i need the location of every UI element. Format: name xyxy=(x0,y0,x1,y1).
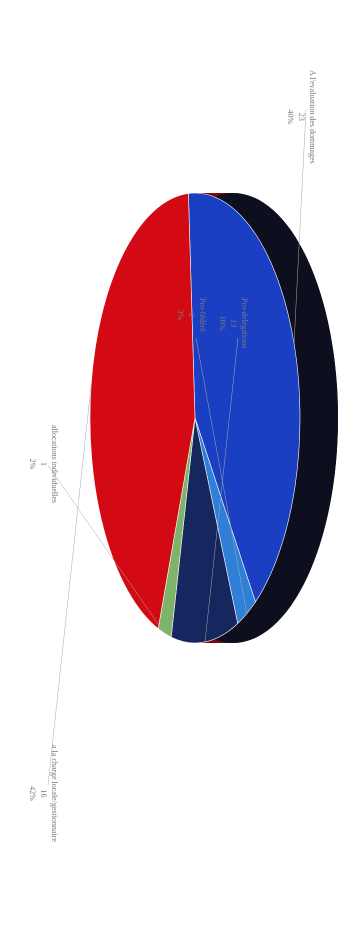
slice-label-2-label: Pro-delegations xyxy=(240,298,249,349)
slice-label-0-count: 23 xyxy=(297,112,306,121)
slice-label-4-count: 16 xyxy=(39,789,48,798)
leader-lines xyxy=(47,109,307,786)
leader-line-3 xyxy=(47,464,165,634)
pie-slice-2 xyxy=(170,417,239,644)
leader-line-0 xyxy=(293,109,307,344)
pie-top xyxy=(89,192,301,644)
slice-label-2-percent: 10% xyxy=(218,315,227,331)
slice-label-4-percent: 42% xyxy=(28,786,37,801)
slice-label-2-count: 13 xyxy=(229,319,238,328)
slice-label-3-count: 1 xyxy=(39,461,48,466)
slice-label-3: allocations individuelles 1 2% xyxy=(27,425,60,503)
slice-label-1-label: Pro-fédéré xyxy=(198,298,207,332)
leader-line-4 xyxy=(47,384,92,786)
slice-label-3-label: allocations individuelles xyxy=(50,425,59,503)
slice-label-4: a la charge locale/gestionnaire 16 42% xyxy=(27,745,60,842)
slice-label-2: Pro-delegations 13 10% xyxy=(217,298,250,348)
slice-label-4-label: a la charge locale/gestionnaire xyxy=(50,745,59,842)
leader-line-2 xyxy=(204,337,239,643)
slice-label-1: Pro-fédéré 2 3% xyxy=(175,298,208,332)
pie-slice-0 xyxy=(188,192,301,603)
leader-line-1 xyxy=(195,337,248,614)
slice-label-0-label: A l'evaluation des dommages xyxy=(308,70,317,164)
slice-label-0-percent: 40% xyxy=(286,109,295,125)
slice-label-1-percent: 3% xyxy=(176,309,185,321)
slice-label-1-count: 2 xyxy=(187,312,196,317)
slice-label-3-percent: 2% xyxy=(28,458,37,470)
slice-label-0: A l'evaluation des dommages 23 40% xyxy=(285,70,318,164)
